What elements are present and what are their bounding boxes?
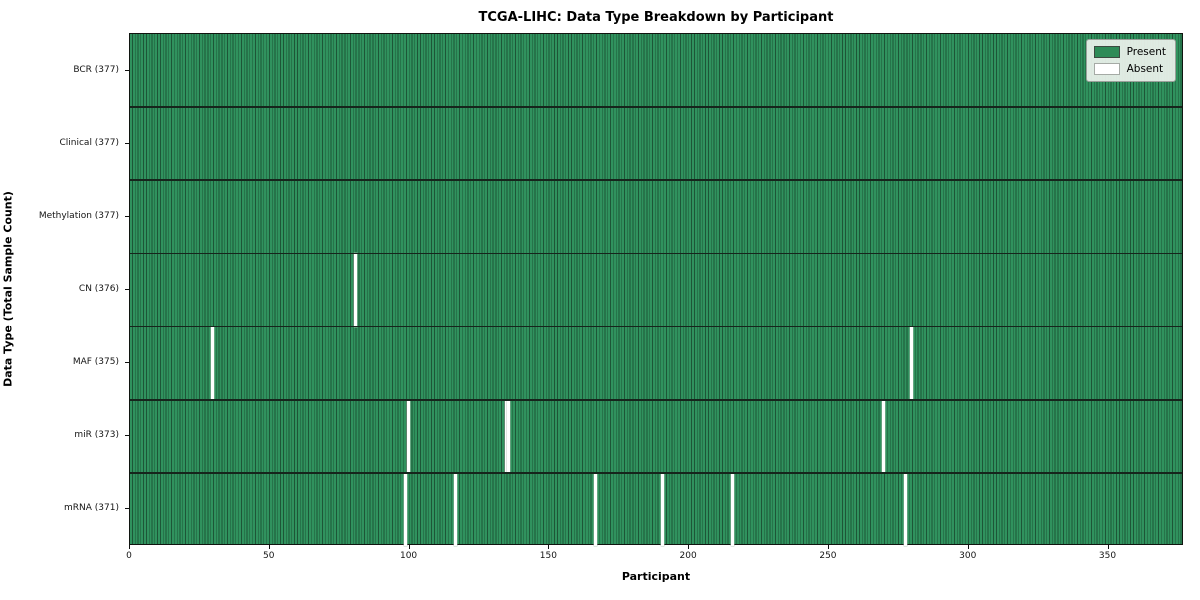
absent-cell-mRNA-166 bbox=[594, 472, 597, 546]
y-axis: BCR (377) Clinical (377) Methylation (377)… bbox=[0, 33, 129, 545]
legend-label-present: Present bbox=[1126, 46, 1166, 58]
x-axis: 0 50 100 150 200 250 300 350 bbox=[126, 545, 1183, 571]
x-axis-title: Participant bbox=[621, 570, 691, 583]
x-tick-label: 250 bbox=[819, 551, 837, 561]
x-tick-mark bbox=[967, 545, 969, 549]
y-tick-mark bbox=[125, 362, 129, 364]
x-tick-label: 350 bbox=[1098, 551, 1117, 561]
x-tick-label: 300 bbox=[959, 551, 977, 561]
row-separator bbox=[130, 398, 1182, 401]
x-tick-mark bbox=[827, 545, 829, 549]
absent-cell-MAF-29 bbox=[211, 326, 214, 400]
absent-cell-miR-269 bbox=[882, 399, 885, 473]
x-tick-label: 200 bbox=[679, 551, 697, 561]
absent-swatch-icon bbox=[1093, 63, 1120, 75]
x-tick-mark bbox=[548, 545, 550, 549]
y-tick-mark bbox=[125, 69, 129, 71]
y-tick-label: CN (376) bbox=[78, 284, 119, 294]
x-tick-mark bbox=[268, 545, 270, 549]
absent-cell-mRNA-215 bbox=[731, 472, 734, 546]
x-tick-mark bbox=[688, 545, 690, 549]
y-tick-mark bbox=[125, 435, 129, 437]
y-tick-label: BCR (377) bbox=[73, 64, 119, 75]
x-tick-label: 150 bbox=[539, 551, 557, 561]
y-tick-mark bbox=[125, 215, 129, 217]
present-swatch-icon bbox=[1093, 46, 1120, 58]
chart-title: TCGA-LIHC: Data Type Breakdown by Partic… bbox=[478, 10, 834, 25]
absent-cell-mRNA-277 bbox=[904, 472, 908, 546]
x-tick-mark bbox=[408, 545, 410, 549]
absent-cell-miR-134 bbox=[504, 399, 508, 473]
legend-item-present: Present bbox=[1093, 46, 1166, 58]
y-tick-mark bbox=[125, 289, 129, 290]
x-tick-label: 0 bbox=[126, 551, 132, 561]
absent-cell-MAF-279 bbox=[910, 326, 913, 400]
x-tick-mark bbox=[129, 545, 130, 549]
legend-item-absent: Absent bbox=[1093, 63, 1166, 75]
row-separator bbox=[130, 325, 1182, 328]
y-tick-mark bbox=[125, 508, 129, 510]
row-separator bbox=[130, 179, 1182, 182]
y-tick-label: Methylation (377) bbox=[38, 210, 119, 221]
legend: Present Absent bbox=[1085, 39, 1176, 82]
absent-cell-mRNA-98 bbox=[403, 472, 407, 546]
legend-label-absent: Absent bbox=[1126, 63, 1164, 75]
row-separator bbox=[130, 106, 1182, 108]
x-tick-mark bbox=[1107, 545, 1109, 549]
absent-cell-mRNA-190 bbox=[661, 472, 665, 546]
y-tick-label: miR (373) bbox=[74, 430, 119, 441]
absent-cell-mRNA-116 bbox=[454, 472, 458, 546]
plot-area: Present Absent bbox=[129, 33, 1183, 546]
y-tick-label: mRNA (371) bbox=[64, 503, 119, 514]
y-tick-label: Clinical (377) bbox=[59, 137, 119, 148]
absent-cell-miR-135 bbox=[507, 399, 511, 473]
absent-cell-CN-80 bbox=[353, 253, 357, 327]
row-separator bbox=[130, 252, 1182, 255]
row-separator bbox=[130, 472, 1182, 474]
y-tick-label: MAF (375) bbox=[72, 357, 119, 368]
y-tick-mark bbox=[125, 142, 129, 144]
x-tick-label: 50 bbox=[263, 551, 275, 561]
absent-cell-miR-99 bbox=[406, 399, 410, 473]
x-tick-label: 100 bbox=[399, 551, 418, 561]
